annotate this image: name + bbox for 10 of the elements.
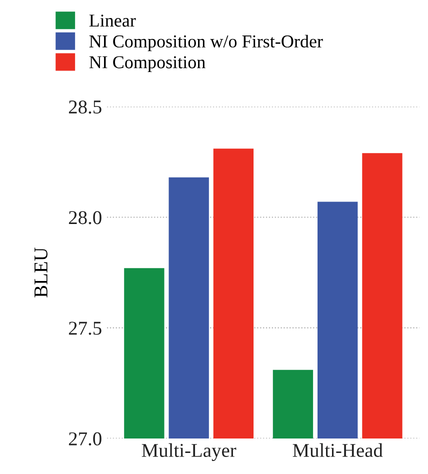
legend-label: NI Composition xyxy=(89,56,206,72)
x-tick-label: Multi-Layer xyxy=(142,443,236,461)
legend-label: NI Composition w/o First-Order xyxy=(89,34,323,52)
y-tick-label: 27.5 xyxy=(68,322,102,335)
y-tick-label: 28.5 xyxy=(68,100,102,114)
y-tick-label: 27.0 xyxy=(68,432,102,446)
y-axis-title: BLEU xyxy=(34,248,48,298)
x-tick-label: Multi-Head xyxy=(292,443,383,457)
y-tick-label: 28.0 xyxy=(68,211,102,224)
legend-label: Linear xyxy=(89,14,136,27)
